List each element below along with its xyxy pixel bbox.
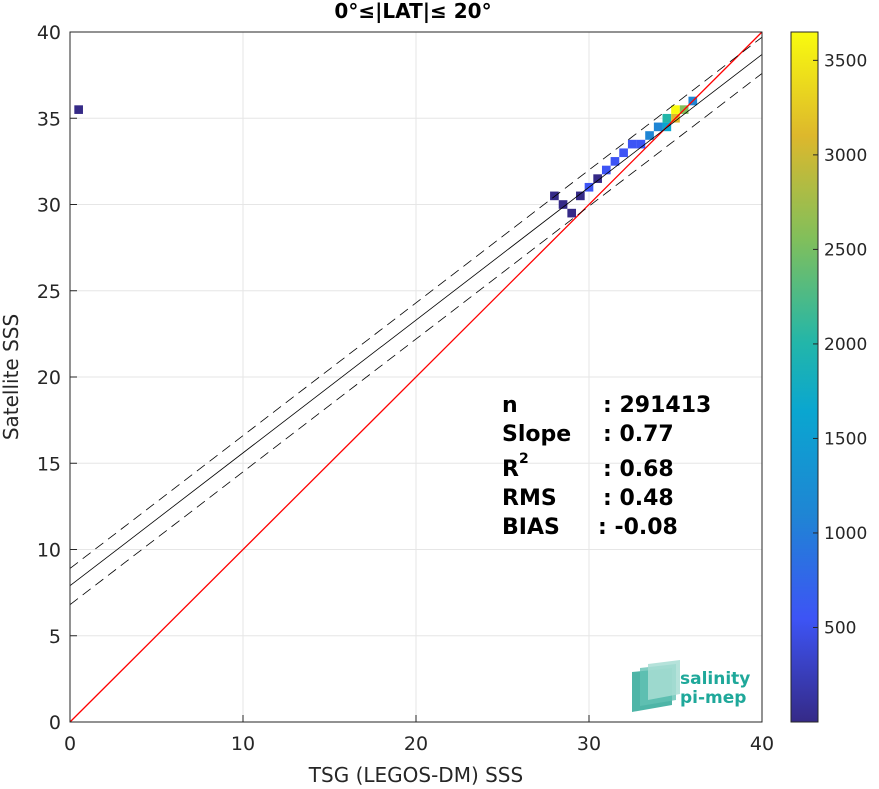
density-cell <box>671 105 680 114</box>
stat-r2-value: : 0.68 <box>603 457 674 482</box>
stat-slope-value: : 0.77 <box>603 422 674 447</box>
regression-lines <box>69 31 763 723</box>
colorbar-tick-label: 2500 <box>824 240 867 260</box>
density-cell <box>558 200 568 209</box>
stat-rms-value: : 0.48 <box>603 486 674 511</box>
density-cell <box>593 174 602 183</box>
x-axis-label: TSG (LEGOS-DM) SSS <box>308 763 523 787</box>
density-cell <box>610 157 620 166</box>
density-cell <box>550 191 559 201</box>
density-cell <box>576 191 585 201</box>
density-cell <box>567 208 577 218</box>
colorbar-tick-label: 2000 <box>824 335 867 355</box>
y-tick-label: 20 <box>37 367 61 389</box>
y-tick-label: 10 <box>37 540 61 562</box>
colorbar-tick-label: 3500 <box>824 51 867 71</box>
y-axis-ticks: 0 5 10 15 20 25 30 35 40 <box>37 22 77 734</box>
line-fit <box>69 54 763 587</box>
y-tick-label: 40 <box>37 22 61 44</box>
stat-r2-label: R <box>502 457 519 482</box>
colorbar-tick-label: 1000 <box>824 524 867 544</box>
y-tick-label: 15 <box>37 453 61 475</box>
stats-box: n : 291413 Slope : 0.77 R 2 : 0.68 RMS :… <box>502 393 711 540</box>
stat-bias-label: BIAS <box>502 515 560 540</box>
logo-mark-icon <box>632 660 680 712</box>
colorbar-tick-label: 3000 <box>824 146 867 166</box>
logo-line-2: pi-mep <box>680 688 746 708</box>
stat-n-value: : 291413 <box>603 393 711 418</box>
density-cell <box>645 131 654 140</box>
y-tick-label: 0 <box>49 712 61 734</box>
line-fit-rms <box>69 73 763 606</box>
x-tick-label: 0 <box>64 733 76 755</box>
line-fit-rms <box>69 36 763 569</box>
y-tick-label: 35 <box>37 108 61 130</box>
colorbar <box>790 31 819 723</box>
density-cell <box>601 165 611 175</box>
y-tick-label: 25 <box>37 281 61 303</box>
x-tick-label: 10 <box>231 733 255 755</box>
density-cell <box>619 148 628 158</box>
density-cell <box>653 122 663 132</box>
density-cell <box>627 139 637 149</box>
density-cell <box>74 105 83 114</box>
colorbar-tick-label: 500 <box>824 618 856 638</box>
density-cell <box>662 113 672 123</box>
x-tick-label: 40 <box>750 733 774 755</box>
chart-title: 0°≤|LAT|≤ 20° <box>334 0 491 23</box>
y-tick-label: 30 <box>37 195 61 217</box>
line-1-1 <box>69 31 763 723</box>
logo-line-1: salinity <box>680 669 750 689</box>
stat-rms-label: RMS <box>502 486 557 511</box>
y-tick-label: 5 <box>49 626 61 648</box>
x-tick-label: 30 <box>577 733 601 755</box>
colorbar-tick-label: 1500 <box>824 429 867 449</box>
stat-n-label: n <box>502 393 518 418</box>
stat-r2-sup: 2 <box>519 451 529 467</box>
x-axis-ticks: 0 10 20 30 40 <box>64 715 774 755</box>
stat-slope-label: Slope <box>502 422 571 447</box>
x-tick-label: 20 <box>404 733 428 755</box>
colorbar-ticks: 500 1000 1500 2000 2500 3000 3500 <box>813 51 867 638</box>
stat-bias-value: : -0.08 <box>598 515 678 540</box>
y-axis-label: Satellite SSS <box>0 314 23 440</box>
density-cell <box>636 139 646 149</box>
salinity-pi-mep-logo: salinity pi-mep <box>632 660 750 712</box>
